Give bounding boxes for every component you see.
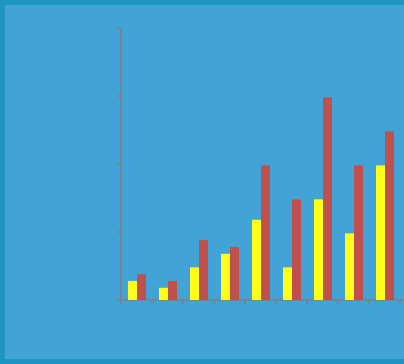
bar-series-2 [168,280,177,300]
chart-bars [128,97,394,300]
bar-series-2 [199,240,208,300]
bar-series-1 [221,253,230,300]
bar-series-2 [137,274,146,300]
bar-series-1 [283,267,292,300]
bar-series-2 [261,165,270,300]
bar-series-1 [252,219,261,300]
bar-series-1 [128,280,137,300]
bar-series-1 [314,199,323,300]
bar-series-1 [345,233,354,300]
bar-series-1 [190,267,199,300]
bar-series-1 [376,165,385,300]
bar-series-2 [323,97,332,300]
bar-series-2 [292,199,301,300]
bar-series-2 [385,131,394,300]
bar-series-2 [230,246,239,300]
bar-series-1 [159,287,168,300]
bar-series-2 [354,165,363,300]
